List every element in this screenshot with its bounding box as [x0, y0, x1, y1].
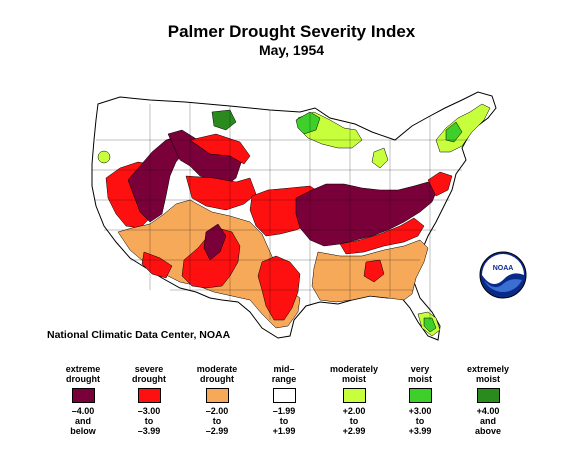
legend-range-line: –3.99 [137, 426, 161, 436]
legend-swatch [205, 388, 229, 403]
legend-item: extreme drought –4.00 and below [48, 360, 118, 436]
legend-label-line: severe [134, 364, 164, 374]
map-subtitle: May, 1954 [258, 42, 325, 58]
legend-range-line: and [479, 416, 496, 426]
region-montana-severe [189, 133, 251, 165]
legend-label-line: drought [132, 374, 166, 384]
legend-range: +2.00 to +2.99 [319, 406, 389, 436]
legend-range-line: and [74, 416, 91, 426]
legend-swatch [71, 388, 95, 403]
legend-label: mid– range [249, 360, 319, 384]
legend-label: moderately moist [319, 360, 389, 384]
legend-label-line: moderately [329, 364, 379, 374]
legend-range-line: to [349, 416, 359, 426]
legend-label-line: moderate [196, 364, 238, 374]
legend-range-line: +2.00 [342, 406, 366, 416]
legend-range-line: to [279, 416, 289, 426]
legend-range-line: –4.00 [71, 406, 95, 416]
legend-swatch [408, 388, 432, 403]
legend-range: –4.00 and below [48, 406, 118, 436]
legend-label-line: range [271, 374, 297, 384]
legend-item: moderate drought –2.00 to –2.99 [182, 360, 252, 436]
legend-label-line: mid– [273, 364, 295, 374]
legend-range-line: –1.99 [272, 406, 296, 416]
legend-range-line: above [474, 426, 501, 436]
region-wa-moist-spot [97, 150, 111, 164]
legend-label-line: very [410, 364, 430, 374]
legend-range-line: to [144, 416, 154, 426]
legend-item: severe drought –3.00 to –3.99 [114, 360, 184, 436]
legend-range-line: +3.00 [408, 406, 432, 416]
legend-range: –2.00 to –2.99 [182, 406, 252, 436]
legend-range: –1.99 to +1.99 [249, 406, 319, 436]
region-michigan-moist [371, 147, 389, 169]
legend-label-line: drought [199, 374, 234, 384]
region-ohio-valley-severe [339, 217, 425, 255]
legend-label-line: moist [475, 374, 500, 384]
legend-label: extreme drought [48, 360, 118, 384]
legend-item: very moist +3.00 to +3.99 [385, 360, 455, 436]
legend-label: severe drought [114, 360, 184, 384]
legend-swatch [137, 388, 161, 403]
legend-range-line: –2.99 [205, 426, 229, 436]
legend-range-line: to [415, 416, 425, 426]
noaa-logo: NOAA [479, 251, 527, 299]
division-lines [92, 102, 470, 320]
legend-label: very moist [385, 360, 455, 384]
legend-item: mid– range –1.99 to +1.99 [249, 360, 319, 436]
legend-item: moderately moist +2.00 to +2.99 [319, 360, 389, 436]
legend-label: extremely moist [453, 360, 523, 384]
legend-range-line: –3.00 [137, 406, 161, 416]
region-socal-severe [141, 251, 173, 279]
data-source-credit: National Climatic Data Center, NOAA [47, 329, 231, 341]
map-title: Palmer Drought Severity Index [167, 22, 416, 41]
legend-label-line: drought [66, 374, 100, 384]
legend-range-line: +4.00 [476, 406, 500, 416]
legend-range: –3.00 to –3.99 [114, 406, 184, 436]
legend-swatch [476, 388, 500, 403]
region-great-basin-extreme [127, 135, 187, 223]
legend-range-line: +1.99 [272, 426, 296, 436]
legend-item: extremely moist +4.00 and above [453, 360, 523, 436]
region-deep-south-severe [363, 259, 385, 283]
region-northeast-very-moist [445, 121, 463, 143]
legend-label-line: extreme [65, 364, 101, 374]
legend-range-line: +2.99 [342, 426, 366, 436]
legend-range: +3.00 to +3.99 [385, 406, 455, 436]
legend-range-line: below [70, 426, 96, 436]
legend-label-line: moist [341, 374, 366, 384]
legend-label-line: moist [407, 374, 432, 384]
legend-range: +4.00 and above [453, 406, 523, 436]
legend-swatch [272, 388, 296, 403]
legend-range-line: to [212, 416, 222, 426]
region-mid-atlantic-severe [427, 171, 453, 197]
noaa-logo-text: NOAA [493, 265, 514, 272]
legend-label: moderate drought [182, 360, 252, 384]
region-texas-severe [257, 255, 301, 321]
legend-label-line: extremely [466, 364, 510, 374]
region-florida-very-moist [423, 317, 437, 333]
legend-swatch [342, 388, 366, 403]
legend-range-line: –2.00 [205, 406, 229, 416]
region-wyoming-severe [185, 175, 257, 211]
legend-range-line: +3.99 [408, 426, 432, 436]
region-colorado-extreme [203, 223, 227, 261]
